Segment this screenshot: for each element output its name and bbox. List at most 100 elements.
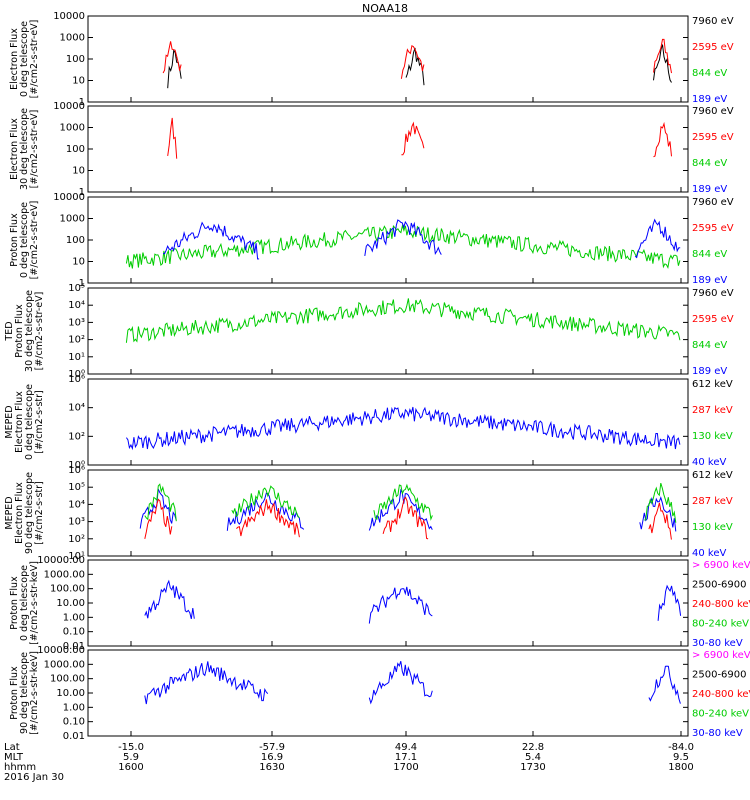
y-axis-label: [#/cm2-s-str-keV]	[29, 651, 40, 735]
panel-7: 10000.00 1000.00 100.00 10.00 1.00 0.10 0.01 Pr…	[9, 555, 750, 652]
series-line	[125, 223, 681, 270]
panel-frame	[87, 15, 689, 103]
y-axis-label: 0 deg telescope	[19, 21, 30, 97]
y-tick-label: 100	[66, 144, 85, 155]
y-axis-label: [#/cm2-s-str-eV]	[29, 110, 40, 189]
y-axis-label: Electron Flux	[14, 391, 25, 453]
series-line	[644, 482, 677, 523]
y-axis-label: Electron Flux	[14, 482, 25, 544]
y-axis-label: Proton Flux	[14, 304, 25, 358]
legend-entry: 189 eV	[692, 275, 727, 286]
legend-entry: 7960 eV	[692, 288, 734, 299]
y-axis-label: Proton Flux	[9, 576, 20, 630]
legend-entry: 844 eV	[692, 249, 727, 260]
legend-entry: 240-800 keV	[692, 599, 750, 610]
x-tick-label: 1730	[520, 762, 545, 773]
legend-entry: 30-80 keV	[692, 638, 743, 649]
y-tick-label: 0.01	[63, 641, 85, 652]
legend-entry: 612 keV	[692, 470, 733, 481]
series-trace	[144, 496, 672, 540]
y-tick-label: 1	[79, 187, 85, 198]
y-tick-label: 1000	[60, 123, 85, 134]
y-axis-label: Electron Flux	[9, 28, 20, 90]
date-label: 2016 Jan 30	[4, 772, 64, 783]
legend-entry: 844 eV	[692, 68, 727, 79]
y-tick-label: 10⁴	[68, 300, 85, 311]
panel-frame	[87, 559, 689, 647]
x-row-label: Lat	[4, 742, 20, 753]
y-axis-label: [#/cm2-s-str-eV]	[34, 292, 45, 371]
panel-frame	[87, 378, 689, 466]
x-tick-label: 1700	[393, 762, 418, 773]
legend-entry: > 6900 keV	[692, 560, 750, 571]
x-tick-label: -15.0	[118, 742, 144, 753]
legend-entry: 287 keV	[692, 496, 733, 507]
y-axis-label: MEPED	[4, 405, 15, 438]
series-line	[653, 121, 672, 158]
series-line	[364, 219, 442, 256]
series-line	[368, 586, 433, 624]
y-tick-label: 10000	[53, 11, 85, 22]
y-axis-label: [#/cm2-s-str-keV]	[29, 561, 40, 645]
y-tick-label: 10¹	[68, 551, 85, 562]
y-tick-label: 1000	[60, 214, 85, 225]
x-tick-label: 1800	[668, 762, 693, 773]
y-tick-label: 1000.00	[44, 659, 85, 670]
y-tick-label: 1000.00	[44, 569, 85, 580]
y-tick-label: 10000.00	[37, 555, 85, 566]
series-trace	[167, 117, 672, 159]
series-line	[144, 579, 195, 620]
series-trace	[163, 218, 681, 260]
legend-entry: 7960 eV	[692, 16, 734, 27]
legend-entry: 2595 eV	[692, 223, 734, 234]
x-row-label: hhmm	[4, 762, 36, 773]
x-tick-label: 5.4	[525, 752, 541, 763]
y-axis-label: Electron Flux	[9, 118, 20, 180]
series-trace	[144, 661, 681, 705]
y-axis-label: 90 deg telescope	[24, 472, 35, 554]
y-tick-label: 10²	[68, 534, 85, 545]
y-tick-label: 10.00	[56, 598, 85, 609]
y-tick-label: 10¹	[68, 352, 85, 363]
legend-entry: 240-800 keV	[692, 689, 750, 700]
y-axis-label: TED	[4, 321, 15, 341]
y-tick-label: 0.10	[63, 627, 85, 638]
series-line	[648, 665, 681, 704]
y-tick-label: 1.00	[63, 702, 85, 713]
panel-4: 10⁵ 10⁴ 10³ 10² 10¹ 10⁰ TED Proton Flux 30 deg t…	[4, 283, 734, 380]
legend-entry: 2595 eV	[692, 132, 734, 143]
legend-entry: > 6900 keV	[692, 650, 750, 661]
panel-5: 10⁶ 10⁴ 10² 10⁰ MEPED Electron Flux 0 deg tele…	[4, 374, 733, 471]
panel-2: 10000 1000 100 10 1 Electron Flux 30 deg teles…	[9, 101, 734, 198]
y-axis-label: Proton Flux	[9, 213, 20, 267]
x-axis: Lat -15.0 -57.9 49.4 22.8 -84.0 MLT 5.9 16.9 17.1…	[4, 742, 694, 783]
y-axis-label: 30 deg telescope	[24, 290, 35, 372]
legend-entry: 2500-6900	[692, 670, 747, 681]
series-line	[639, 496, 677, 532]
legend-entry: 7960 eV	[692, 197, 734, 208]
x-tick-label: 1630	[259, 762, 284, 773]
x-tick-label: -84.0	[668, 742, 694, 753]
y-axis-label: [#/cm2-s-str-eV]	[29, 20, 40, 99]
series-line	[373, 483, 433, 521]
series-line	[144, 661, 269, 705]
y-tick-label: 1.00	[63, 612, 85, 623]
series-trace	[125, 223, 681, 270]
y-tick-label: 10⁵	[68, 283, 85, 294]
x-tick-label: 17.1	[395, 752, 417, 763]
panel-frame	[87, 469, 689, 557]
y-tick-label: 10000.00	[37, 645, 85, 656]
series-trace	[125, 298, 681, 343]
y-tick-label: 10⁴	[68, 499, 85, 510]
series-line	[400, 45, 425, 79]
panel-frame	[87, 649, 689, 737]
series-line	[167, 117, 178, 159]
chart-title: NOAA18	[362, 2, 408, 15]
series-trace	[144, 579, 682, 624]
series-line	[125, 298, 681, 343]
panel-6: 10⁶ 10⁵ 10⁴ 10³ 10² 10¹ MEPED Electron Flux 90 d…	[4, 465, 733, 562]
legend-entry: 130 keV	[692, 431, 733, 442]
series-line	[368, 488, 433, 531]
